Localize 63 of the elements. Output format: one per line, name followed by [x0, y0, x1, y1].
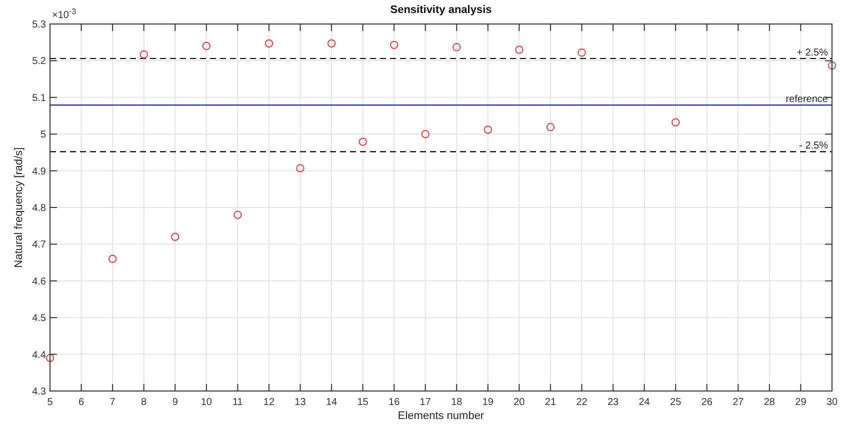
x-tick-label: 11	[232, 397, 244, 408]
y-tick-label: 4.6	[32, 276, 46, 288]
point	[140, 50, 148, 59]
x-tick-label: 27	[732, 397, 744, 408]
point	[828, 61, 836, 70]
x-tick-label: 18	[451, 397, 463, 408]
x-tick-label: 28	[764, 397, 776, 408]
x-tick-label: 10	[200, 397, 212, 408]
y-tick-label: 5.2	[32, 56, 46, 68]
point	[202, 42, 210, 50]
x-tick-label: 17	[420, 397, 432, 408]
y-tick-label: 5.3	[32, 20, 46, 30]
y-tick-label: 4.5	[32, 313, 46, 324]
annotation: - 2.5%	[799, 140, 828, 152]
point	[327, 39, 336, 48]
point	[108, 254, 117, 263]
y-tick-label: 5	[40, 130, 46, 141]
x-axis-title: Elements number	[398, 410, 484, 422]
point	[452, 43, 461, 52]
point	[484, 126, 492, 134]
x-tick-label: 30	[826, 397, 838, 408]
point	[546, 123, 555, 132]
x-tick-label: 8	[141, 397, 148, 408]
chart-title: Sensitivity analysis	[390, 4, 492, 16]
point	[515, 46, 524, 54]
y-tick-label: 5.1	[32, 92, 46, 104]
x-tick-label: 23	[607, 397, 620, 408]
x-tick-label: 19	[482, 397, 494, 408]
x-tick-label: 24	[638, 397, 650, 408]
x-tick-label: 25	[670, 397, 682, 408]
point	[578, 48, 586, 57]
y-tick-label: 4.4	[32, 350, 46, 361]
point	[234, 210, 242, 219]
text: ×10$^{-3}$	[52, 6, 77, 21]
x-tick-label: 9	[172, 397, 178, 408]
y-tick-label: 4.8	[32, 203, 46, 214]
y-tick-label: 4.9	[32, 166, 46, 178]
y-axis-title: Natural frequency [rad/s]	[13, 147, 25, 268]
annotation: + 2.5%	[796, 48, 828, 58]
x-tick-label: 22	[576, 397, 588, 408]
point	[46, 354, 54, 362]
annotation: reference	[786, 94, 828, 106]
point	[358, 138, 367, 146]
x-tick-label: 26	[701, 397, 713, 408]
point	[296, 164, 304, 172]
x-tick-label: 14	[326, 397, 338, 408]
point	[421, 130, 430, 138]
x-tick-label: 15	[357, 397, 369, 408]
point	[390, 40, 398, 50]
point	[672, 118, 680, 126]
x-tick-label: 12	[263, 397, 275, 408]
point	[171, 232, 180, 241]
x-tick-label: 16	[388, 397, 400, 408]
x-tick-label: 29	[795, 397, 807, 408]
point	[264, 39, 274, 48]
x-tick-label: 13	[294, 397, 306, 408]
x-tick-label: 7	[110, 397, 116, 408]
x-tick-label: 6	[78, 397, 84, 408]
x-tick-label: 5	[47, 397, 54, 408]
y-tick-label: 4.7	[32, 240, 46, 251]
y-tick-label: 4.3	[32, 386, 46, 398]
x-tick-label: 20	[514, 397, 526, 408]
x-tick-label: 21	[544, 397, 556, 408]
